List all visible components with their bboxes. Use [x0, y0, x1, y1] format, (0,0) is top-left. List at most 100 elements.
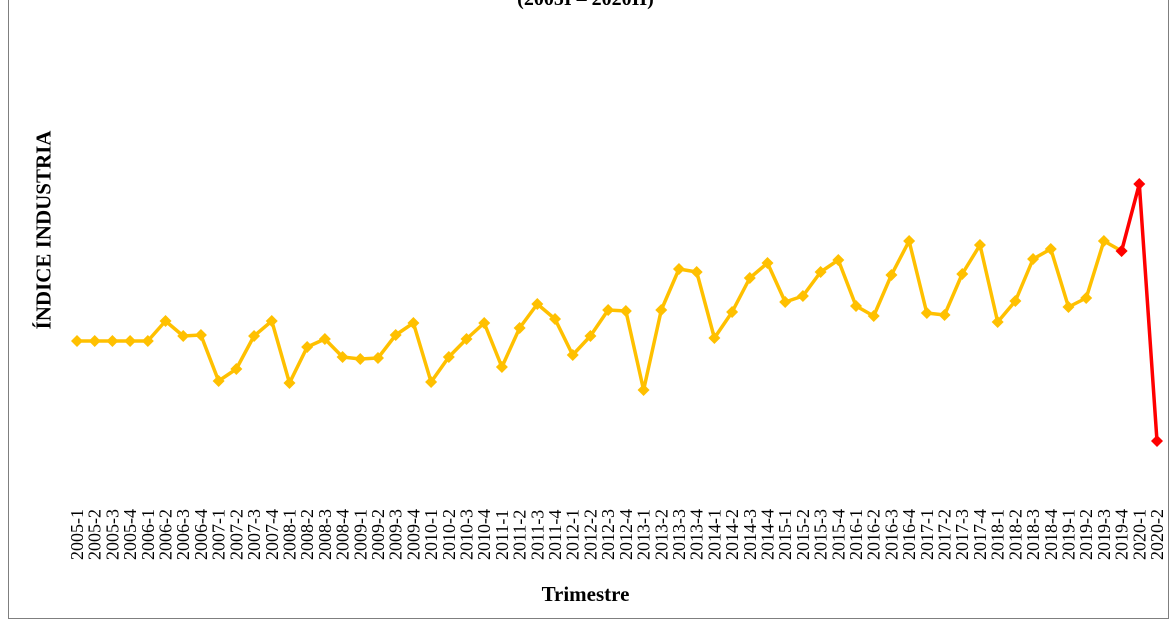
x-tick-label: 2008-4: [333, 509, 353, 560]
x-tick-label: 2005-1: [67, 509, 87, 560]
x-tick-label: 2018-1: [988, 509, 1008, 560]
x-tick-label: 2007-3: [244, 509, 264, 560]
data-point: [354, 353, 367, 365]
data-point: [903, 235, 916, 247]
x-tick-label: 2009-1: [350, 509, 370, 560]
data-point: [779, 296, 792, 308]
x-tick-label: 2009-4: [403, 509, 423, 560]
data-point: [531, 298, 544, 310]
data-point: [973, 239, 986, 251]
x-tick-label: 2006-4: [191, 509, 211, 560]
data-point: [212, 375, 225, 387]
data-point: [1133, 178, 1146, 190]
x-tick-label: 2006-1: [138, 509, 158, 560]
x-tick-label: 2012-1: [563, 509, 583, 560]
data-point: [442, 351, 455, 363]
data-point: [637, 384, 650, 396]
data-point: [1115, 245, 1128, 257]
x-tick-label: 2018-3: [1023, 509, 1043, 560]
data-point: [1151, 435, 1163, 447]
x-tick-label: 2009-3: [386, 509, 406, 560]
data-point: [708, 332, 721, 344]
data-point: [761, 257, 774, 269]
data-point: [619, 305, 632, 317]
series-lines: [77, 182, 1159, 442]
x-tick-label: 2019-3: [1094, 509, 1114, 560]
data-point: [230, 363, 243, 375]
data-point: [177, 330, 190, 342]
x-tick-label: 2014-1: [704, 509, 724, 560]
x-tick-label: 2013-4: [687, 509, 707, 560]
x-tick-label: 2017-3: [952, 509, 972, 560]
x-tick-label: 2011-4: [545, 510, 565, 560]
data-point: [425, 376, 438, 388]
x-tick-label: 2019-1: [1058, 509, 1078, 560]
x-tick-label: 2015-3: [811, 509, 831, 560]
data-point: [549, 313, 562, 325]
x-tick-label: 2014-3: [740, 509, 760, 560]
data-point: [814, 266, 827, 278]
data-point: [248, 330, 261, 342]
chart-title: (2005I – 2020II): [0, 0, 1171, 11]
data-point: [407, 317, 420, 329]
x-tick-label: 2015-4: [828, 509, 848, 560]
data-point: [602, 304, 615, 316]
data-point: [301, 341, 314, 353]
data-point: [159, 315, 172, 327]
data-point: [796, 290, 809, 302]
x-tick-label: 2016-4: [899, 509, 919, 560]
data-point: [690, 266, 703, 278]
data-point: [655, 304, 668, 316]
data-point: [389, 329, 402, 341]
data-point: [88, 335, 101, 347]
data-point: [513, 322, 526, 334]
data-point: [336, 351, 349, 363]
data-point: [371, 352, 384, 364]
series-line-1: [1119, 182, 1159, 442]
x-tick-label: 2015-1: [775, 509, 795, 560]
x-tick-label: 2007-1: [209, 509, 229, 560]
x-tick-label: 2016-1: [846, 509, 866, 560]
x-tick-label: 2017-2: [935, 509, 955, 560]
x-tick-label: 2005-4: [120, 509, 140, 560]
x-tick-label: 2005-3: [102, 509, 122, 560]
x-tick-label: 2010-3: [457, 509, 477, 560]
x-tick-label: 2008-1: [279, 509, 299, 560]
x-tick-label: 2020-1: [1129, 509, 1149, 560]
data-point: [283, 377, 296, 389]
x-tick-label: 2008-2: [297, 509, 317, 560]
x-tick-labels: 2005-12005-22005-32005-42006-12006-22006…: [67, 509, 1167, 560]
x-tick-label: 2011-2: [510, 510, 530, 560]
data-point: [850, 300, 863, 312]
x-tick-label: 2020-2: [1147, 509, 1167, 560]
x-tick-label: 2012-3: [598, 509, 618, 560]
data-point: [495, 361, 508, 373]
x-tick-label: 2009-2: [368, 509, 388, 560]
x-tick-label: 2018-2: [1005, 509, 1025, 560]
data-point: [991, 316, 1004, 328]
data-point: [726, 306, 739, 318]
data-point: [956, 268, 969, 280]
data-point: [1062, 301, 1075, 313]
data-point: [832, 254, 845, 266]
data-point: [1009, 295, 1022, 307]
x-tick-label: 2011-3: [527, 510, 547, 560]
x-tick-label: 2013-3: [669, 509, 689, 560]
x-tick-label: 2007-4: [262, 509, 282, 560]
x-tick-label: 2019-4: [1112, 509, 1132, 560]
series-line-0: [77, 239, 1123, 392]
data-point: [584, 330, 597, 342]
x-tick-label: 2012-4: [616, 509, 636, 560]
data-point: [460, 333, 473, 345]
x-tick-label: 2012-2: [580, 509, 600, 560]
x-tick-label: 2006-2: [156, 509, 176, 560]
data-point: [566, 349, 579, 361]
x-axis-label: Trimestre: [541, 582, 630, 606]
x-tick-label: 2018-4: [1041, 509, 1061, 560]
data-point: [920, 307, 933, 319]
data-point: [265, 315, 278, 327]
x-tick-label: 2014-2: [722, 509, 742, 560]
data-point: [672, 263, 685, 275]
x-tick-label: 2006-3: [173, 509, 193, 560]
